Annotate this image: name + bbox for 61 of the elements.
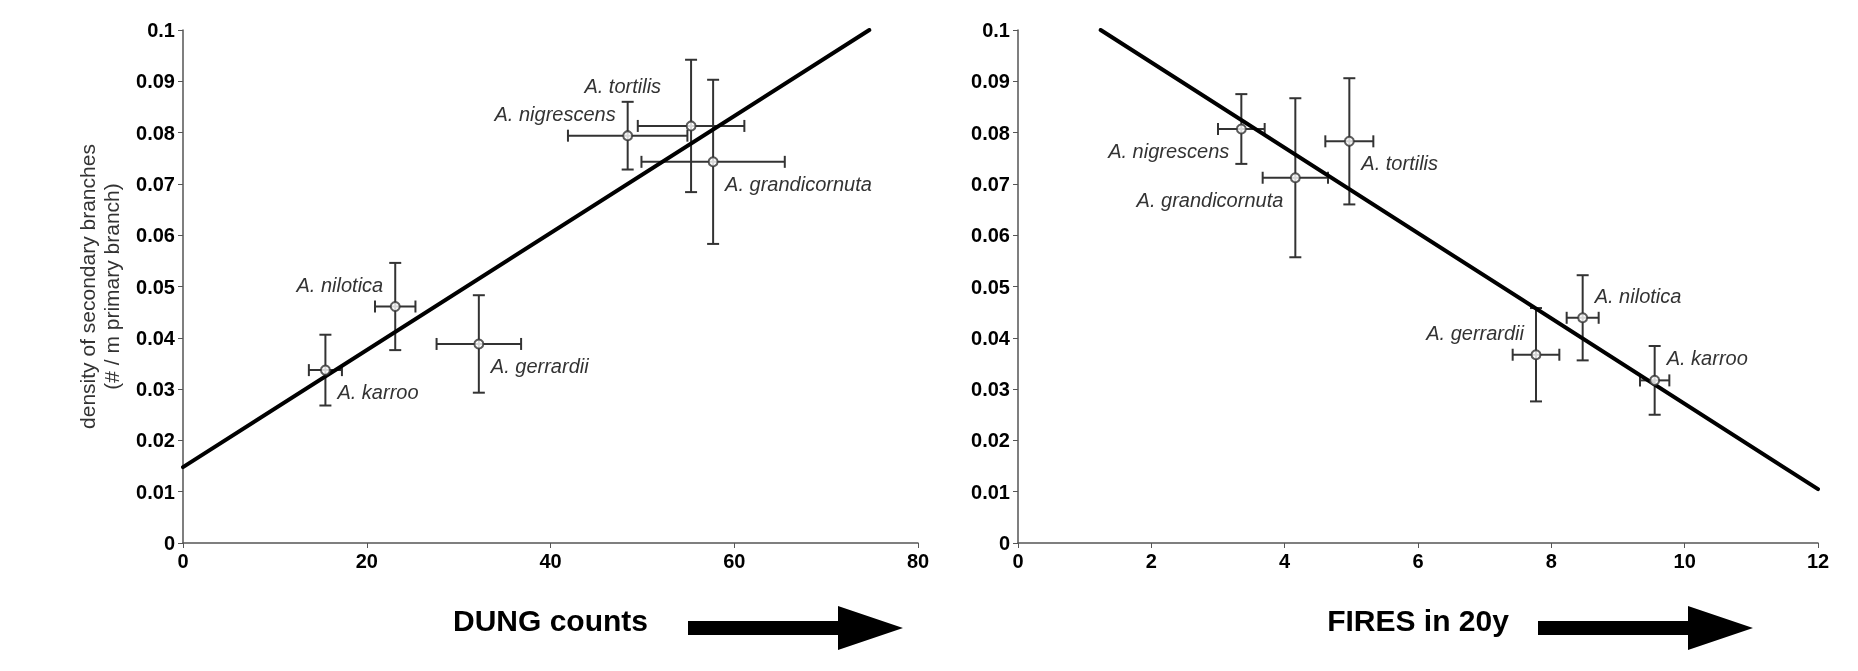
y-tick-label: 0.07 <box>136 172 175 195</box>
y-tick-label: 0.08 <box>971 121 1010 144</box>
point <box>1577 312 1589 324</box>
y-tick-label: 0.1 <box>147 19 175 41</box>
y-tick-label: 0.03 <box>971 378 1010 401</box>
y-axis-title: density of secondary branches (# / m primary branch) <box>75 144 123 429</box>
x-tick-label: 6 <box>1412 550 1424 572</box>
annotation: A. nigrescens <box>493 102 616 125</box>
point <box>1235 123 1247 135</box>
y-tick-label: 0.06 <box>136 224 175 247</box>
x-tick-label: 0 <box>177 550 189 572</box>
x-axis-title: DUNG counts <box>453 603 648 637</box>
x-tick-label: 0 <box>1012 550 1024 572</box>
annotation: A. karroo <box>336 381 419 404</box>
y-tick-label: 0.05 <box>136 275 175 298</box>
y-tick-label: 0.03 <box>136 378 175 401</box>
annotation: A. gerrardii <box>1425 321 1525 344</box>
point <box>1289 172 1301 184</box>
point <box>707 156 719 168</box>
annotation: A. karroo <box>1665 347 1748 370</box>
point <box>1343 135 1355 147</box>
x-tick-label: 12 <box>1806 550 1830 572</box>
y-tick-label: 0.01 <box>136 480 175 503</box>
annotation: A. nilotica <box>1593 284 1682 307</box>
y-tick-label: 0.08 <box>136 121 175 144</box>
y-tick-label: 0.07 <box>971 172 1010 195</box>
y-tick-label: 0.05 <box>971 275 1010 298</box>
annotation: A. gerrardii <box>489 354 590 377</box>
y-tick-label: 0.04 <box>971 326 1011 349</box>
annotation: A. tortilis <box>1360 152 1439 175</box>
point <box>1649 374 1661 386</box>
annotation: A. grandicornuta <box>1135 188 1284 211</box>
y-tick-label: 0.02 <box>971 429 1010 452</box>
point <box>685 120 697 132</box>
x-tick-label: 60 <box>723 550 746 572</box>
point <box>622 130 634 142</box>
x-tick-label: 4 <box>1279 550 1292 572</box>
point <box>473 338 485 350</box>
x-axis-title: FIRES in 20y <box>1327 603 1510 637</box>
x-tick-label: 10 <box>1673 550 1696 572</box>
y-tick-label: 0.06 <box>971 224 1010 247</box>
annotation: A. nigrescens <box>1107 140 1230 163</box>
point <box>319 364 331 376</box>
point <box>389 301 401 312</box>
annotation: A. tortilis <box>583 74 662 97</box>
y-tick-label: 0 <box>998 532 1010 554</box>
y-tick-label: 0.09 <box>136 70 175 93</box>
y-tick-label: 0.01 <box>971 480 1010 503</box>
y-tick-label: 0.09 <box>971 70 1010 93</box>
x-tick-label: 20 <box>355 550 378 572</box>
y-tick-label: 0 <box>163 532 175 554</box>
x-tick-label: 40 <box>539 550 562 572</box>
x-tick-label: 8 <box>1545 550 1557 572</box>
point <box>1530 349 1542 361</box>
annotation: A. nilotica <box>295 273 384 296</box>
x-tick-label: 80 <box>906 550 930 572</box>
y-tick-label: 0.1 <box>982 19 1010 41</box>
y-tick-label: 0.04 <box>136 326 176 349</box>
x-tick-label: 2 <box>1145 550 1157 572</box>
annotation: A. grandicornuta <box>724 172 872 195</box>
y-tick-label: 0.02 <box>136 429 175 452</box>
